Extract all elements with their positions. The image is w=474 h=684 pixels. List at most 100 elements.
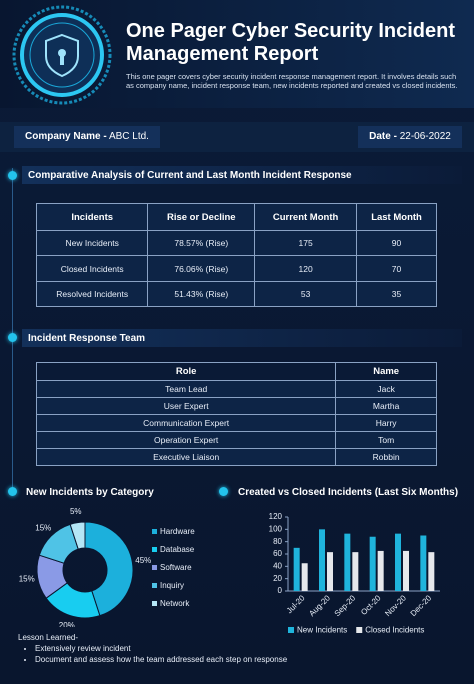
table-cell: Closed Incidents [35, 255, 149, 282]
section-heading: Created vs Closed Incidents (Last Six Mo… [238, 487, 459, 498]
table-cell: Executive Liaison [35, 448, 337, 466]
lessons-heading: Lesson Learned- [18, 633, 79, 642]
table-cell: Operation Expert [35, 431, 337, 449]
header-cell: Role [35, 361, 337, 382]
lesson-item: Document and assess how the team address… [18, 654, 318, 665]
table-cell: Tom [335, 431, 437, 449]
pie-label: 5% [70, 507, 82, 516]
legend-swatch [152, 601, 157, 606]
pie-chart: 45% Hardware 20% Database 15% Software 15% Inqu… [19, 507, 196, 627]
table-row: Executive Liaison Robbin [35, 448, 437, 466]
table-row: Resolved Incidents 51.43% (Rise) 53 35 [35, 280, 437, 308]
legend-label: New Incidents [297, 626, 347, 635]
table-cell: 53 [254, 280, 358, 308]
section-heading: New Incidents by Category [26, 487, 154, 498]
y-tick-label: 100 [269, 524, 283, 533]
table-cell: 70 [356, 255, 437, 282]
legend-swatch [152, 565, 157, 570]
y-tick-label: 80 [273, 537, 282, 546]
table-cell: 175 [254, 230, 358, 257]
table-cell: Harry [335, 414, 437, 433]
header-cell: Rise or Decline [147, 202, 256, 232]
table-cell: 35 [356, 280, 437, 308]
bar [369, 536, 376, 591]
table-cell: Robbin [335, 448, 437, 466]
legend-label: Inquiry [160, 581, 184, 590]
pie-label: 15% [19, 574, 35, 583]
table-cell: Team Lead [35, 380, 337, 399]
bar [403, 550, 409, 591]
bullet [8, 333, 17, 342]
table-row: Operation Expert Tom [35, 431, 437, 449]
legend-swatch [152, 583, 157, 588]
bar [395, 533, 401, 591]
bullet [219, 487, 228, 496]
bar [327, 552, 333, 591]
x-tick-label: Jul-20 [285, 593, 307, 615]
bar [319, 529, 325, 591]
header-cell: Incidents [35, 202, 149, 232]
legend-swatch [356, 627, 363, 633]
pie-label: 20% [59, 621, 75, 627]
bullet [8, 171, 17, 180]
section-heading: Comparative Analysis of Current and Last… [28, 170, 352, 181]
table-cell: Jack [335, 380, 437, 399]
lessons-list: Extensively review incidentDocument and … [18, 643, 318, 665]
y-tick-label: 120 [269, 512, 283, 521]
header-cell: Last Month [356, 202, 437, 232]
legend-label: Closed Incidents [365, 626, 424, 635]
company-box: Company Name - ABC Ltd. [14, 126, 160, 148]
header-cell: Current Month [254, 202, 358, 232]
legend-label: Hardware [160, 527, 195, 536]
bar [420, 535, 427, 591]
section-heading: Incident Response Team [28, 333, 146, 344]
table-row: Communication Expert Harry [35, 414, 437, 433]
header-row: Role Name [35, 361, 437, 382]
table-cell: Resolved Incidents [35, 280, 149, 308]
pie-label: 15% [35, 523, 51, 532]
table-row: Team Lead Jack [35, 380, 437, 399]
lessons: Lesson Learned- Extensively review incid… [18, 632, 318, 665]
company-label: Company Name - [25, 131, 107, 142]
bar [293, 547, 300, 591]
incident-table-box: Incidents Rise or Decline Current Month Las… [35, 202, 437, 308]
bar [428, 552, 435, 591]
header-row: Incidents Rise or Decline Current Month Las… [35, 202, 437, 232]
table-cell: New Incidents [35, 230, 149, 257]
y-tick-label: 60 [273, 549, 282, 558]
y-tick-label: 0 [278, 586, 283, 595]
date-box: Date - 22-06-2022 [358, 126, 462, 148]
date-value: 22-06-2022 [399, 131, 451, 142]
legend-label: Software [160, 563, 192, 572]
bullet [8, 487, 17, 496]
table-cell: 51.43% (Rise) [147, 280, 256, 308]
pie-slice [84, 521, 134, 617]
x-tick-label: Aug-20 [307, 593, 332, 618]
table-row: Closed Incidents 76.06% (Rise) 120 70 [35, 255, 437, 282]
table-cell: 76.06% (Rise) [147, 255, 256, 282]
description: This one pager covers cyber security inc… [126, 72, 458, 90]
x-tick-label: Nov-20 [383, 593, 408, 618]
company-value: ABC Ltd. [108, 131, 149, 142]
x-tick-label: Dec-20 [409, 593, 434, 618]
legend-label: Network [160, 599, 190, 608]
table-cell: Martha [335, 397, 437, 416]
legend-label: Database [160, 545, 195, 554]
section-band [22, 166, 462, 184]
team-table: Role Name Team Lead Jack User Expert Martha Co… [35, 361, 437, 466]
title: One Pager Cyber Security Incident Manage… [126, 20, 455, 65]
legend-swatch [152, 529, 157, 534]
legend-swatch [152, 547, 157, 552]
y-tick-label: 20 [273, 574, 282, 583]
x-tick-label: Sep-20 [333, 593, 358, 618]
lesson-item: Extensively review incident [18, 643, 318, 654]
table-row: User Expert Martha [35, 397, 437, 416]
table-cell: 120 [254, 255, 358, 282]
table-cell: 78.57% (Rise) [147, 230, 256, 257]
bar [352, 552, 359, 591]
table-cell: User Expert [35, 397, 337, 416]
pie-slice [69, 521, 86, 550]
incident-table: Incidents Rise or Decline Current Month Las… [35, 202, 437, 308]
